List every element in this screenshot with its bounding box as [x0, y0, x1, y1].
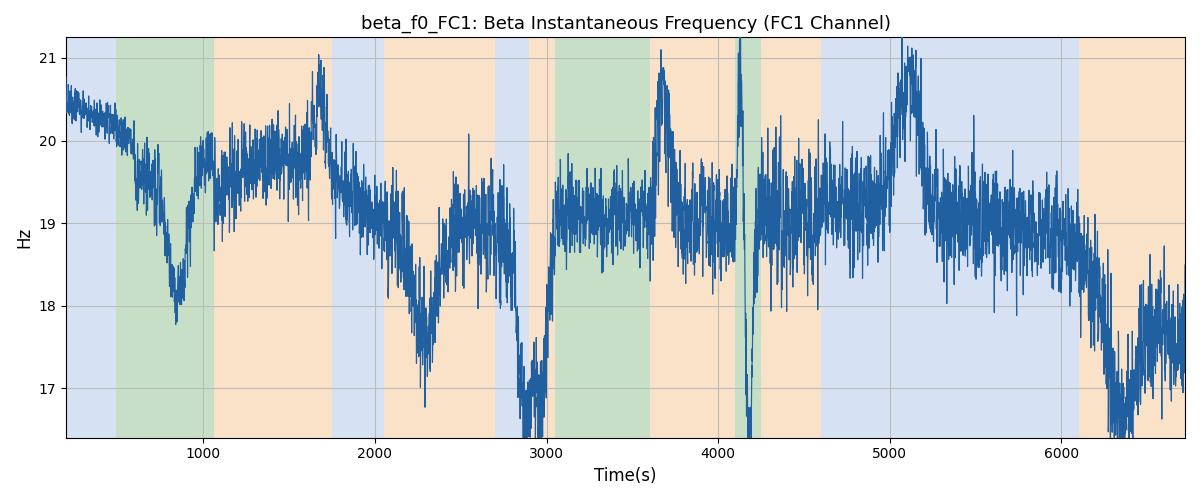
Bar [556, 38, 649, 438]
Bar [529, 38, 556, 438]
Bar [66, 38, 115, 438]
Bar [1079, 38, 1186, 438]
Bar [214, 38, 332, 438]
Title: beta_f0_FC1: Beta Instantaneous Frequency (FC1 Channel): beta_f0_FC1: Beta Instantaneous Frequenc… [360, 15, 890, 34]
Bar [384, 38, 496, 438]
X-axis label: Time(s): Time(s) [594, 467, 656, 485]
Bar [649, 38, 736, 438]
Y-axis label: Hz: Hz [14, 227, 32, 248]
Bar [332, 38, 384, 438]
Bar [736, 38, 761, 438]
Bar [115, 38, 214, 438]
Bar [496, 38, 529, 438]
Bar [761, 38, 821, 438]
Bar [821, 38, 1079, 438]
